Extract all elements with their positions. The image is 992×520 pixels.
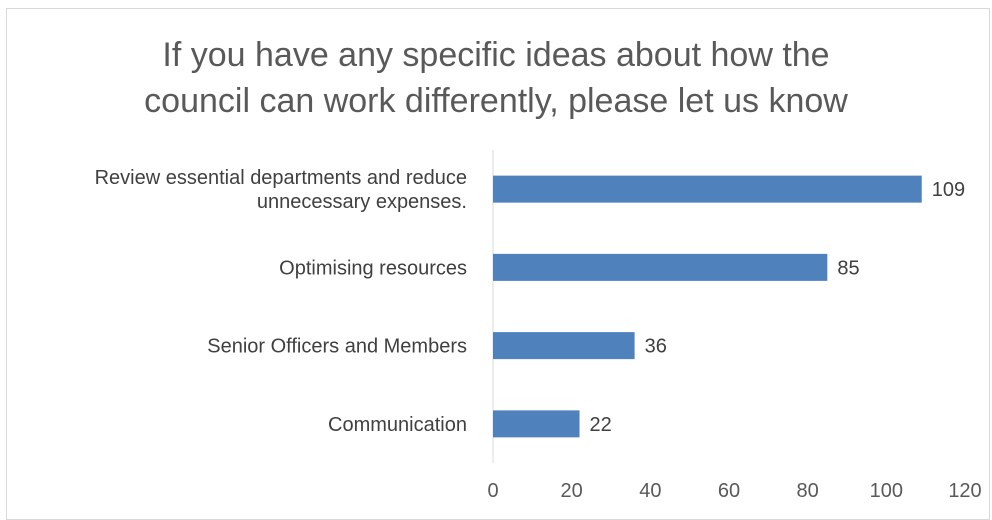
category-label-0-line-0: Review essential departments and reduce [95,167,467,189]
data-label-3: 22 [590,414,612,436]
category-label-0: Review essential departments and reduce u… [95,167,467,213]
category-label-1-line-0: Optimising resources [279,257,467,279]
data-label-1: 85 [837,257,859,279]
x-tick-label-5: 100 [870,480,903,502]
x-tick-label-4: 80 [797,480,819,502]
chart-title: If you have any specific ideas about how… [144,36,848,120]
data-label-0: 109 [932,179,965,201]
x-tick-label-1: 20 [561,480,583,502]
category-label-2-line-0: Senior Officers and Members [207,336,467,358]
x-tick-label-0: 0 [487,480,498,502]
bar-0 [493,175,922,203]
bar-3 [493,410,580,438]
category-label-0-line-1: unnecessary expenses. [257,191,467,213]
x-tick-label-3: 60 [718,480,740,502]
category-label-3-line-0: Communication [328,414,467,436]
x-tick-label-6: 120 [948,480,981,502]
category-label-3: Communication [328,414,467,436]
data-label-2: 36 [645,336,667,358]
x-tick-label-2: 40 [639,480,661,502]
bar-2 [493,332,635,360]
category-label-1: Optimising resources [279,257,467,279]
bar-1 [493,253,828,281]
category-label-2: Senior Officers and Members [207,336,467,358]
